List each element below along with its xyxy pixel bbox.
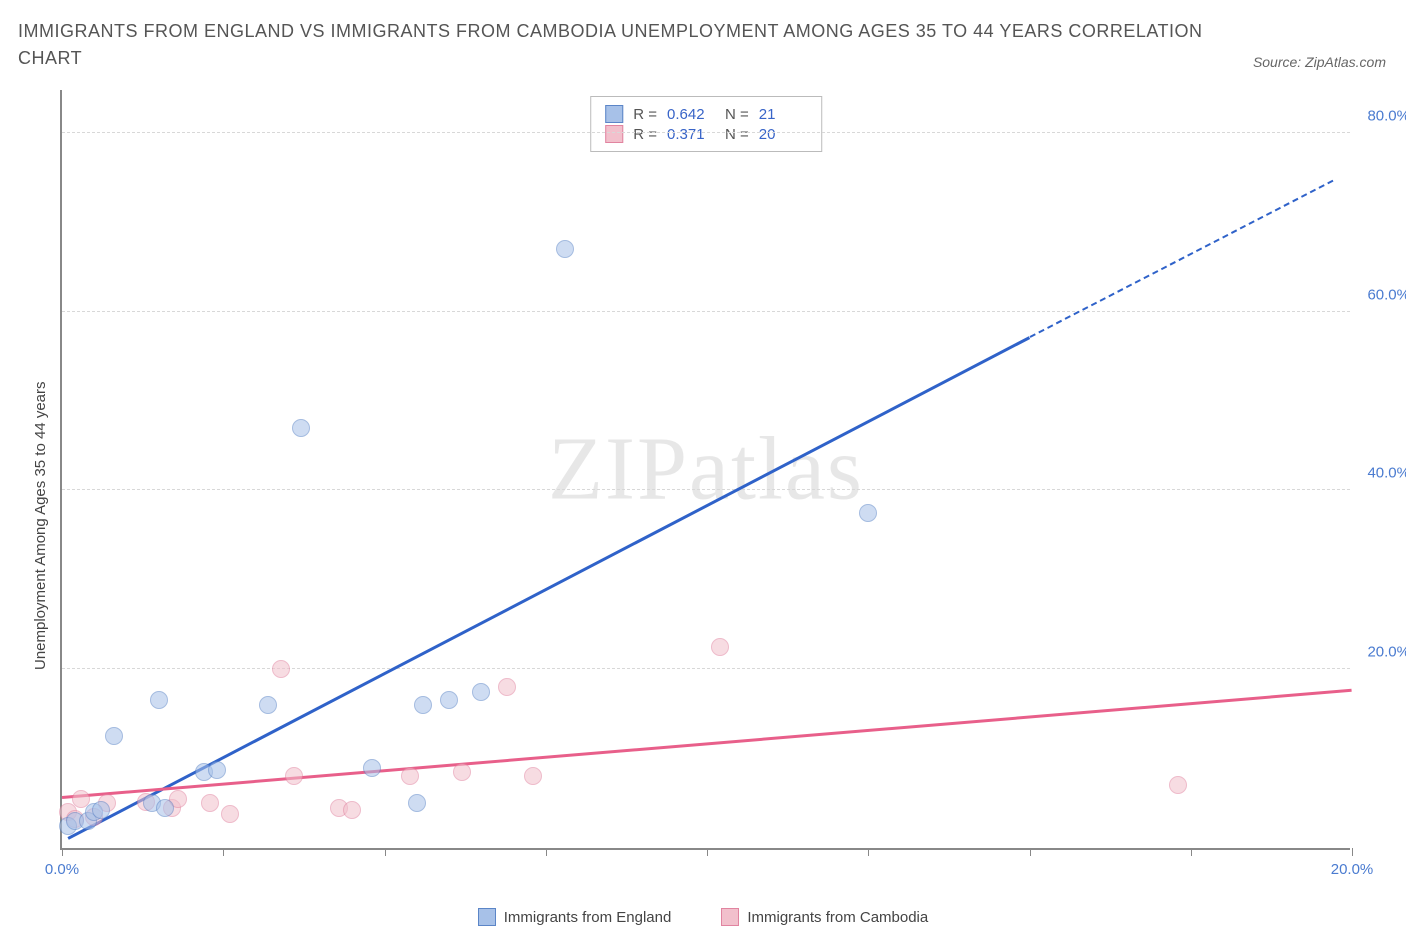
data-point-cambodia bbox=[1169, 776, 1187, 794]
y-tick-label: 40.0% bbox=[1367, 465, 1406, 482]
x-tick-label: 0.0% bbox=[45, 861, 79, 878]
trend-line bbox=[62, 689, 1352, 799]
correlation-stats-box: R = 0.642 N = 21 R = 0.371 N = 20 bbox=[590, 96, 822, 152]
gridline bbox=[62, 668, 1350, 669]
x-tick-mark bbox=[385, 848, 386, 856]
n-value-cambodia: 20 bbox=[759, 126, 807, 143]
legend-item-cambodia: Immigrants from Cambodia bbox=[721, 908, 928, 926]
r-value-cambodia: 0.371 bbox=[667, 126, 715, 143]
swatch-cambodia-legend bbox=[721, 908, 739, 926]
legend-label-england: Immigrants from England bbox=[504, 909, 672, 926]
n-label: N = bbox=[725, 126, 749, 143]
data-point-england bbox=[408, 794, 426, 812]
legend-item-england: Immigrants from England bbox=[478, 908, 672, 926]
data-point-england bbox=[208, 761, 226, 779]
stats-row-cambodia: R = 0.371 N = 20 bbox=[605, 125, 807, 143]
x-tick-mark bbox=[1191, 848, 1192, 856]
data-point-england bbox=[292, 419, 310, 437]
swatch-england bbox=[605, 105, 623, 123]
data-point-england bbox=[92, 801, 110, 819]
x-tick-mark bbox=[62, 848, 63, 856]
r-label: R = bbox=[633, 106, 657, 123]
data-point-england bbox=[150, 691, 168, 709]
data-point-england bbox=[440, 691, 458, 709]
trend-line-extrapolated bbox=[1029, 180, 1333, 338]
data-point-england bbox=[472, 683, 490, 701]
n-value-england: 21 bbox=[759, 106, 807, 123]
swatch-cambodia bbox=[605, 125, 623, 143]
data-point-cambodia bbox=[272, 660, 290, 678]
x-tick-mark bbox=[707, 848, 708, 856]
data-point-england bbox=[859, 504, 877, 522]
y-tick-label: 80.0% bbox=[1367, 107, 1406, 124]
data-point-england bbox=[156, 799, 174, 817]
data-point-cambodia bbox=[498, 678, 516, 696]
y-tick-label: 20.0% bbox=[1367, 644, 1406, 661]
data-point-cambodia bbox=[453, 763, 471, 781]
legend-label-cambodia: Immigrants from Cambodia bbox=[747, 909, 928, 926]
data-point-england bbox=[414, 696, 432, 714]
y-axis-label: Unemployment Among Ages 35 to 44 years bbox=[32, 381, 49, 670]
data-point-cambodia bbox=[221, 805, 239, 823]
x-tick-mark bbox=[223, 848, 224, 856]
x-tick-mark bbox=[1352, 848, 1353, 856]
swatch-england-legend bbox=[478, 908, 496, 926]
data-point-cambodia bbox=[201, 794, 219, 812]
data-point-england bbox=[259, 696, 277, 714]
data-point-cambodia bbox=[711, 638, 729, 656]
data-point-cambodia bbox=[524, 767, 542, 785]
gridline bbox=[62, 311, 1350, 312]
x-tick-mark bbox=[868, 848, 869, 856]
stats-row-england: R = 0.642 N = 21 bbox=[605, 105, 807, 123]
data-point-england bbox=[105, 727, 123, 745]
x-tick-mark bbox=[1030, 848, 1031, 856]
n-label: N = bbox=[725, 106, 749, 123]
data-point-england bbox=[556, 240, 574, 258]
gridline bbox=[62, 132, 1350, 133]
r-label: R = bbox=[633, 126, 657, 143]
data-point-cambodia bbox=[401, 767, 419, 785]
source-attribution: Source: ZipAtlas.com bbox=[1253, 54, 1386, 70]
data-point-cambodia bbox=[343, 801, 361, 819]
x-tick-mark bbox=[546, 848, 547, 856]
chart-title: IMMIGRANTS FROM ENGLAND VS IMMIGRANTS FR… bbox=[18, 18, 1206, 72]
data-point-cambodia bbox=[285, 767, 303, 785]
scatter-plot-area: ZIPatlas R = 0.642 N = 21 R = 0.371 N = … bbox=[60, 90, 1350, 850]
gridline bbox=[62, 489, 1350, 490]
x-tick-label: 20.0% bbox=[1331, 861, 1374, 878]
data-point-england bbox=[363, 759, 381, 777]
legend: Immigrants from England Immigrants from … bbox=[0, 908, 1406, 926]
r-value-england: 0.642 bbox=[667, 106, 715, 123]
y-tick-label: 60.0% bbox=[1367, 286, 1406, 303]
